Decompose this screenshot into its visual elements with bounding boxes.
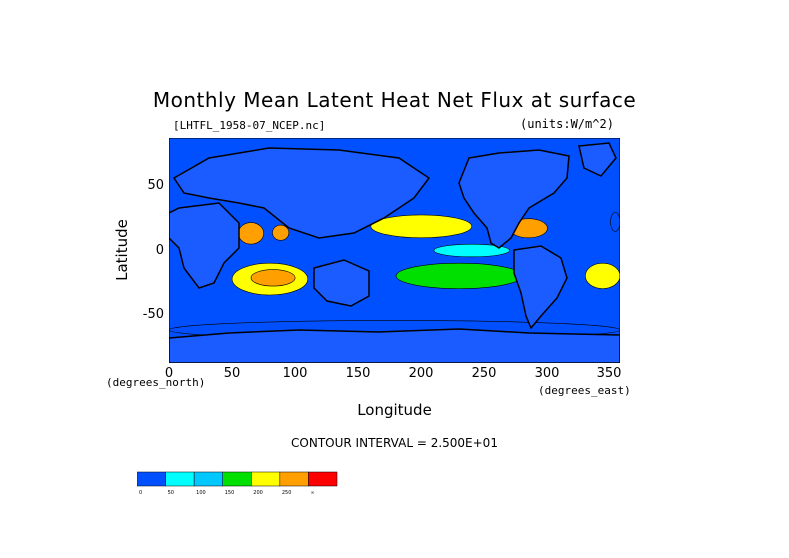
colorbar-tick-label: 150 bbox=[225, 490, 235, 496]
x-axis-label: Longitude bbox=[357, 401, 432, 419]
heatmap-region bbox=[238, 222, 264, 245]
colorbar-tick-label: 100 bbox=[196, 490, 206, 496]
heatmap-region bbox=[272, 224, 290, 241]
land-australia bbox=[313, 259, 370, 307]
heatmap-region bbox=[610, 212, 620, 232]
x-tick-label: 100 bbox=[282, 366, 308, 381]
units-label: (units:W/m^2) bbox=[520, 117, 614, 131]
colorbar-swatch bbox=[308, 471, 338, 487]
land-antarctica bbox=[169, 328, 620, 363]
x-tick-label: 300 bbox=[534, 366, 560, 381]
x-tick-label: 250 bbox=[471, 366, 497, 381]
colorbar-swatch bbox=[222, 471, 252, 487]
colorbar-tick-label: 50 bbox=[168, 490, 174, 496]
colorbar-swatch bbox=[193, 471, 223, 487]
colorbar-tick-label: 0 bbox=[139, 490, 142, 496]
y-tick-label: 50 bbox=[147, 178, 164, 193]
heatmap-region bbox=[370, 214, 473, 239]
x-tick-label: 50 bbox=[223, 366, 241, 381]
colorbar-tick-label: 200 bbox=[253, 490, 263, 496]
colorbar-tick-label: 250 bbox=[282, 490, 292, 496]
chart-title: Monthly Mean Latent Heat Net Flux at sur… bbox=[152, 88, 637, 112]
y-tick-label: 0 bbox=[155, 243, 164, 258]
x-tick-label: 350 bbox=[596, 366, 622, 381]
heatmap-plot-area bbox=[169, 138, 620, 363]
y-axis-label: Latitude bbox=[113, 219, 131, 281]
colorbar: 0 50 100 150 200 250 ∞ bbox=[137, 471, 338, 496]
land-greenland bbox=[578, 142, 617, 177]
x-tick-label: 0 bbox=[164, 366, 174, 381]
land-eurasia bbox=[172, 147, 431, 239]
colorbar-swatch bbox=[137, 471, 166, 487]
heatmap-region bbox=[395, 262, 523, 289]
heatmap-region bbox=[585, 262, 620, 289]
colorbar-swatch bbox=[165, 471, 195, 487]
land-south-america bbox=[513, 245, 568, 330]
land-north-america bbox=[458, 149, 570, 249]
y-tick-label: -50 bbox=[142, 307, 164, 322]
heatmap-region bbox=[433, 243, 510, 258]
land-africa bbox=[169, 202, 240, 289]
colorbar-swatch bbox=[251, 471, 281, 487]
colorbar-swatch bbox=[279, 471, 309, 487]
y-axis-unit: (degrees_north) bbox=[106, 376, 206, 389]
x-tick-label: 150 bbox=[345, 366, 371, 381]
colorbar-tick-label: ∞ bbox=[310, 490, 314, 496]
contour-interval-label: CONTOUR INTERVAL = 2.500E+01 bbox=[291, 436, 498, 450]
x-axis-unit: (degrees_east) bbox=[538, 384, 631, 397]
heatmap-region bbox=[250, 269, 296, 287]
x-tick-label: 200 bbox=[408, 366, 434, 381]
dataset-filename: [LHTFL_1958-07_NCEP.nc] bbox=[173, 119, 326, 132]
